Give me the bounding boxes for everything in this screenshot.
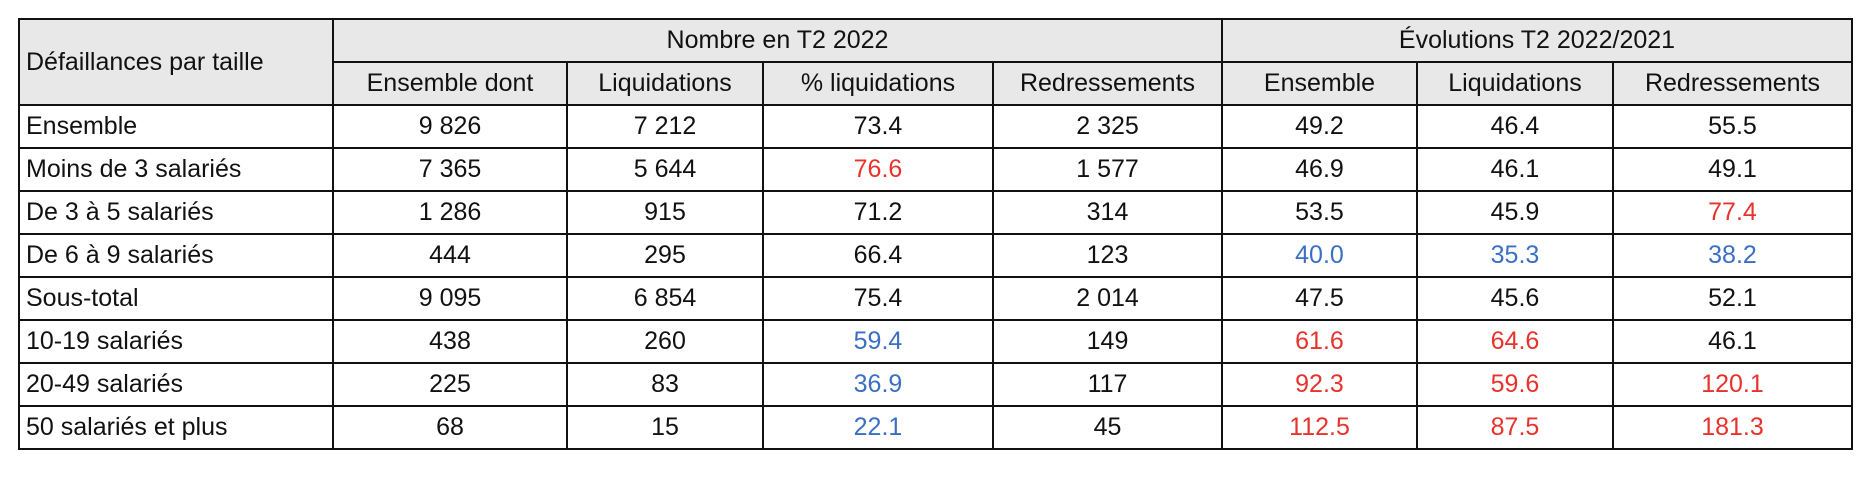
row: 10-19 salariés 438 260 59.4 149 61.6 64.6 46.1 <box>18 319 1853 364</box>
column-header: Redressements <box>992 61 1223 106</box>
row-label: 10-19 salariés <box>18 319 334 364</box>
cell: 6 854 <box>566 276 764 321</box>
row-label: Sous-total <box>18 276 334 321</box>
corner: Défaillances par taille <box>18 18 334 106</box>
header-row: Défaillances par taille Nombre en T2 202… <box>18 18 1853 106</box>
column-header: Liquidations <box>566 61 764 106</box>
cell: 71.2 <box>762 190 994 235</box>
cell: 52.1 <box>1612 276 1853 321</box>
row: Ensemble 9 826 7 212 73.4 2 325 49.2 46.4 55.5 <box>18 104 1853 149</box>
cell: 2 325 <box>992 104 1223 149</box>
cell: 73.4 <box>762 104 994 149</box>
cell: 9 826 <box>332 104 568 149</box>
column-header: Liquidations <box>1416 61 1614 106</box>
row-label: Ensemble <box>18 104 334 149</box>
cell: 46.4 <box>1416 104 1614 149</box>
row-label: De 6 à 9 salariés <box>18 233 334 278</box>
group-header: Nombre en T2 2022 <box>332 18 1223 63</box>
row: De 6 à 9 salariés 444 295 66.4 123 40.0 35.3 38… <box>18 233 1853 278</box>
cell: 64.6 <box>1416 319 1614 364</box>
cell: 45.6 <box>1416 276 1614 321</box>
cell: 117 <box>992 362 1223 407</box>
cell: 46.1 <box>1612 319 1853 364</box>
cell: 9 095 <box>332 276 568 321</box>
cell: 149 <box>992 319 1223 364</box>
cell: 55.5 <box>1612 104 1853 149</box>
column-header: % liquidations <box>762 61 994 106</box>
cell: 75.4 <box>762 276 994 321</box>
cell: 1 577 <box>992 147 1223 192</box>
row: Sous-total 9 095 6 854 75.4 2 014 47.5 45.6 52.… <box>18 276 1853 321</box>
cell: 7 365 <box>332 147 568 192</box>
cell: 83 <box>566 362 764 407</box>
row-label: 20-49 salariés <box>18 362 334 407</box>
cell: 66.4 <box>762 233 994 278</box>
cell: 87.5 <box>1416 405 1614 450</box>
row-label: 50 salariés et plus <box>18 405 334 450</box>
row: Moins de 3 salariés 7 365 5 644 76.6 1 577 46… <box>18 147 1853 192</box>
cell: 22.1 <box>762 405 994 450</box>
row: 50 salariés et plus 68 15 22.1 45 112.5 87.5 18… <box>18 405 1853 450</box>
cell: 120.1 <box>1612 362 1853 407</box>
group-header: Évolutions T2 2022/2021 <box>1221 18 1853 63</box>
cell: 444 <box>332 233 568 278</box>
cell: 260 <box>566 319 764 364</box>
cell: 59.6 <box>1416 362 1614 407</box>
cell: 38.2 <box>1612 233 1853 278</box>
cell: 46.9 <box>1221 147 1418 192</box>
cell: 45 <box>992 405 1223 450</box>
cell: 5 644 <box>566 147 764 192</box>
cell: 225 <box>332 362 568 407</box>
cell: 77.4 <box>1612 190 1853 235</box>
cell: 181.3 <box>1612 405 1853 450</box>
cell: 314 <box>992 190 1223 235</box>
cell: 295 <box>566 233 764 278</box>
table: Défaillances par taille Nombre en T2 202… <box>18 18 1853 450</box>
cell: 49.2 <box>1221 104 1418 149</box>
row: De 3 à 5 salariés 1 286 915 71.2 314 53.5 45.9… <box>18 190 1853 235</box>
header-row: Ensemble dont Liquidations% liquidations R… <box>19 61 1853 106</box>
cell: 92.3 <box>1221 362 1418 407</box>
cell: 2 014 <box>992 276 1223 321</box>
cell: 45.9 <box>1416 190 1614 235</box>
cell: 112.5 <box>1221 405 1418 450</box>
cell: 1 286 <box>332 190 568 235</box>
column-header: Ensemble dont <box>332 61 568 106</box>
cell: 76.6 <box>762 147 994 192</box>
row: 20-49 salariés 225 83 36.9 117 92.3 59.6 120.1 <box>18 362 1853 407</box>
cell: 7 212 <box>566 104 764 149</box>
cell: 53.5 <box>1221 190 1418 235</box>
column-header: Ensemble <box>1221 61 1418 106</box>
cell: 40.0 <box>1221 233 1418 278</box>
cell: 35.3 <box>1416 233 1614 278</box>
cell: 36.9 <box>762 362 994 407</box>
cell: 915 <box>566 190 764 235</box>
cell: 123 <box>992 233 1223 278</box>
cell: 46.1 <box>1416 147 1614 192</box>
cell: 47.5 <box>1221 276 1418 321</box>
cell: 49.1 <box>1612 147 1853 192</box>
row-label: De 3 à 5 salariés <box>18 190 334 235</box>
cell: 61.6 <box>1221 319 1418 364</box>
cell: 15 <box>566 405 764 450</box>
row-label: Moins de 3 salariés <box>18 147 334 192</box>
cell: 438 <box>332 319 568 364</box>
cell: 68 <box>332 405 568 450</box>
cell: 59.4 <box>762 319 994 364</box>
column-header: Redressements <box>1612 61 1853 106</box>
